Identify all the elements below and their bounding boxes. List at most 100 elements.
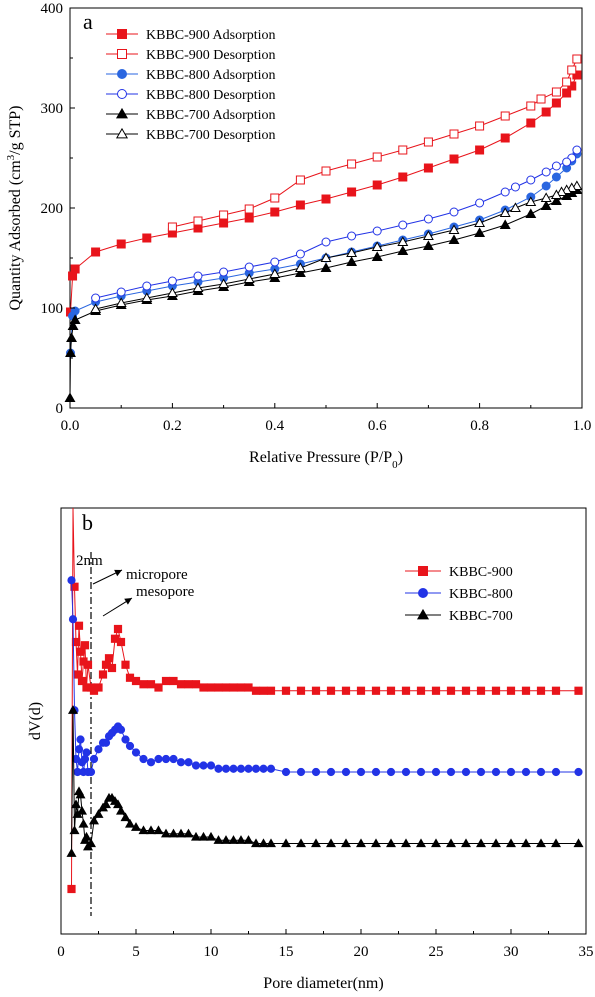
- point-kbbc-700-47: [340, 838, 352, 848]
- point-kbbc-700-desorption-15: [320, 252, 332, 262]
- point-kbbc-800-desorption-15: [295, 249, 305, 259]
- point-kbbc-700-61: [550, 838, 562, 848]
- point-kbbc-700-8: [78, 818, 89, 828]
- point-kbbc-900-6: [76, 647, 85, 656]
- point-kbbc-700-50: [385, 838, 397, 848]
- point-kbbc-700-20: [112, 799, 124, 809]
- point-kbbc-900-58: [506, 686, 516, 695]
- point-kbbc-900-desorption-16: [244, 204, 254, 214]
- point-kbbc-900-39: [244, 683, 253, 692]
- point-kbbc-800-desorption-10: [423, 214, 433, 224]
- series-kbbc-800: [67, 576, 583, 777]
- point-kbbc-900-29: [169, 676, 178, 686]
- point-kbbc-700-34: [205, 831, 217, 841]
- point-kbbc-700-desorption-24: [90, 303, 102, 313]
- point-kbbc-800-58: [506, 767, 516, 777]
- point-kbbc-800-desorption-16: [270, 257, 280, 267]
- point-kbbc-800-30: [176, 758, 186, 767]
- y-tick-label-a-3: 300: [41, 101, 64, 117]
- point-kbbc-900-37: [229, 683, 238, 692]
- point-kbbc-900-27: [154, 683, 163, 692]
- point-kbbc-900-40: [251, 686, 261, 695]
- series-kbbc-800-desorption: [91, 145, 582, 303]
- point-kbbc-900-adsorption-8: [219, 218, 229, 228]
- point-kbbc-800-38: [236, 764, 246, 773]
- point-kbbc-700-desorption-12: [397, 236, 409, 246]
- point-kbbc-800-42: [266, 764, 276, 773]
- point-kbbc-700-49: [370, 838, 382, 848]
- point-kbbc-700-desorption-5: [540, 192, 552, 202]
- x-tick-label-a-4: 0.8: [470, 418, 489, 434]
- point-kbbc-800-22: [121, 735, 130, 744]
- point-kbbc-800-37: [229, 764, 238, 773]
- legend-marker-kbbc-700: [416, 608, 430, 620]
- point-kbbc-800-9: [80, 754, 90, 764]
- point-kbbc-900-43: [281, 686, 291, 695]
- point-kbbc-900-35: [214, 683, 223, 692]
- point-kbbc-900-51: [401, 686, 411, 695]
- legend-label-kbbc-800-desorption: KBBC-800 Desorption: [146, 88, 276, 103]
- point-kbbc-900-desorption-18: [193, 216, 203, 226]
- point-kbbc-800-50: [386, 767, 396, 777]
- series-kbbc-700-desorption: [90, 180, 583, 313]
- point-kbbc-900-47: [341, 686, 351, 695]
- point-kbbc-800-desorption-0: [572, 145, 582, 155]
- point-kbbc-700-7: [76, 805, 88, 815]
- point-kbbc-700-38: [235, 835, 247, 844]
- point-kbbc-900-61: [551, 686, 561, 695]
- y-axis-title-b: dV(d): [27, 702, 44, 740]
- point-kbbc-800-36: [221, 764, 231, 773]
- point-kbbc-900-desorption-2: [562, 77, 572, 87]
- point-kbbc-700-29: [168, 828, 179, 838]
- point-kbbc-900-desorption-3: [551, 87, 561, 97]
- point-kbbc-800-16: [101, 738, 111, 747]
- y-tick-label-a-1: 100: [41, 301, 64, 317]
- point-kbbc-900-46: [326, 686, 336, 695]
- point-kbbc-800-45: [311, 767, 321, 777]
- point-kbbc-900-5: [74, 621, 84, 630]
- point-kbbc-800-26: [146, 758, 156, 767]
- point-kbbc-800-desorption-23: [91, 293, 101, 303]
- point-kbbc-900-adsorption-4: [116, 239, 126, 249]
- x-axis-title-b: Pore diameter(nm): [263, 975, 383, 992]
- legend-marker-kbbc-800-desorption: [117, 89, 127, 99]
- point-kbbc-800-desorption-17: [244, 262, 254, 272]
- x-tick-label-b-4: 20: [354, 944, 369, 960]
- point-kbbc-900-desorption-19: [167, 222, 177, 232]
- point-kbbc-700-desorption-9: [474, 217, 486, 227]
- point-kbbc-700-59: [520, 838, 532, 848]
- point-kbbc-900-60: [536, 686, 546, 695]
- point-kbbc-700-adsorption-23: [540, 200, 552, 210]
- point-kbbc-700-desorption-6: [525, 196, 537, 206]
- point-kbbc-800-desorption-20: [167, 276, 177, 286]
- point-kbbc-900-31: [184, 680, 193, 689]
- legend-label-kbbc-800: KBBC-800: [449, 587, 513, 602]
- legend-b: KBBC-900 KBBC-800 KBBC-700: [405, 565, 513, 624]
- point-kbbc-800-adsorption-21: [541, 181, 551, 191]
- point-kbbc-900-adsorption-11: [295, 200, 305, 210]
- point-kbbc-900-42: [266, 686, 276, 695]
- point-kbbc-700-adsorption-21: [499, 219, 511, 229]
- point-kbbc-900-22: [121, 660, 130, 669]
- point-kbbc-800-desorption-2: [562, 157, 572, 167]
- point-kbbc-800-10: [82, 748, 91, 757]
- point-kbbc-800-48: [356, 767, 366, 777]
- y-axis-title-a-sup: 3: [5, 154, 17, 160]
- point-kbbc-700-28: [160, 828, 172, 838]
- point-kbbc-700-13: [88, 815, 100, 825]
- point-kbbc-700-desorption-10: [448, 224, 460, 234]
- point-kbbc-700-27: [153, 825, 164, 835]
- x-tick-label-b-7: 35: [579, 944, 594, 960]
- point-kbbc-800-49: [371, 767, 381, 777]
- x-tick-label-b-1: 5: [132, 944, 140, 960]
- arrow-micropore-head: [114, 569, 122, 577]
- point-kbbc-900-desorption-8: [449, 129, 459, 139]
- point-kbbc-800-44: [296, 767, 306, 777]
- point-kbbc-700-adsorption-1: [65, 347, 76, 357]
- point-kbbc-700-41: [258, 838, 269, 848]
- point-kbbc-800-desorption-22: [116, 287, 126, 297]
- point-kbbc-900-adsorption-3: [91, 247, 101, 257]
- point-kbbc-700-adsorption-14: [320, 262, 332, 272]
- x-axis-title-a: Relative Pressure (P/P0): [249, 449, 403, 471]
